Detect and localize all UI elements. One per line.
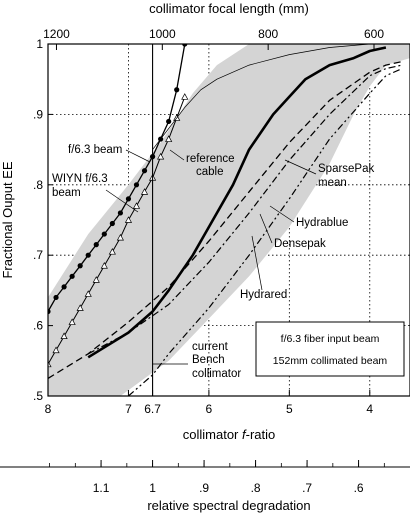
annotation-layer: f/6.3 beam WIYN f/6.3 beam reference cab… [52,144,375,380]
anno-hydrablue: Hydrablue [296,217,348,229]
spectral-tick-label-3: .8 [251,481,261,495]
point-wiyn-f-6-3-beam-9 [116,233,124,241]
x-tick-label-2: 6.7 [144,402,161,416]
point-wiyn-f-6-3-beam-4 [76,304,84,311]
y-tick-label-5: 1 [36,37,43,51]
top-tick-label-3: 600 [364,27,384,41]
anno-f63-beam: f/6.3 beam [68,144,122,156]
point-f-6-3-beam-8 [109,220,115,227]
point-wiyn-f-6-3-beam-6 [92,276,100,283]
point-f-6-3-beam-16 [174,87,180,93]
anno-sparsepak-line2: mean [318,177,347,189]
leader-reference [169,149,185,161]
point-f-6-3-beam-3 [69,273,75,279]
x-tick-label-1: 7 [125,402,132,416]
x-tick-label-4: 5 [286,402,293,416]
axes-layer: .5 .6 .7 .8 .9 1 8 7 6.7 6 5 4 1200 1000 800 600 1.1 1 .9.… [0,27,410,495]
x-axis-title-suffix: -ratio [246,427,276,442]
anno-reference-line1: reference [186,153,235,165]
spectral-tick-label-5: .6 [354,481,364,495]
series-line-hydrablue [48,60,403,379]
series-line-reference-cable [152,44,410,150]
top-tick-label-0: 1200 [43,27,70,41]
point-f-6-3-beam-1 [53,294,59,301]
y-axis-title: Fractional Ouput EE [0,161,15,278]
point-wiyn-f-6-3-beam-3 [68,318,76,325]
anno-bench-line3: collimator [192,368,241,380]
series-line-sparsepak-mean [87,46,387,359]
point-f-6-3-beam-12 [141,168,148,174]
y-tick-label-4: .9 [33,107,43,121]
legend-box: f/6.3 fiber input beam 152mm collimated … [255,321,405,377]
point-wiyn-f-6-3-beam-1 [52,346,60,354]
point-wiyn-f-6-3-beam-0 [48,360,52,368]
point-wiyn-f-6-3-beam-12 [140,188,149,195]
x-tick-label-3: 6 [206,402,213,416]
point-wiyn-f-6-3-beam-2 [60,332,68,340]
point-wiyn-f-6-3-beam-11 [132,202,141,209]
bottom-axis-title: relative spectral degradation [147,498,310,513]
point-wiyn-f-6-3-beam-7 [100,262,108,269]
point-f-6-3-beam-6 [93,242,99,248]
spectral-tick-label-4: .7 [302,481,312,495]
point-f-6-3-beam-9 [117,210,123,216]
point-wiyn-f-6-3-beam-8 [108,247,116,255]
x-axis-title: collimator f-ratio [183,427,276,442]
leader-f63-beam [125,149,151,163]
anno-reference-line2: cable [196,166,224,178]
leader-lines [105,149,317,365]
top-tick-label-2: 800 [258,27,278,41]
leader-sparsepak [284,159,317,175]
legend-line1: f/6.3 fiber input beam [281,333,380,345]
y-tick-label-3: .8 [33,178,43,192]
x-tick-label-0: 8 [45,402,52,416]
spectral-tick-label-2: .9 [199,481,209,495]
top-axis-title: collimator focal length (mm) [149,1,309,16]
point-f-6-3-beam-4 [77,263,83,269]
anno-densepak: Densepak [274,238,326,250]
anno-bench-line1: current [192,341,229,353]
top-tick-label-1: 1000 [149,27,176,41]
point-f-6-3-beam-15 [166,118,172,125]
point-f-6-3-beam-5 [85,252,91,258]
anno-wiyn-line2: beam [52,187,81,199]
legend-frame [255,321,405,377]
point-wiyn-f-6-3-beam-14 [157,152,165,160]
x-axis-title-prefix: collimator [183,427,242,442]
leader-hydrablue [269,205,295,223]
leader-wiyn [105,189,139,213]
legend-line2: 152mm collimated beam [273,355,388,367]
x-tick-label-5: 4 [366,402,373,416]
leader-densepak [259,213,273,244]
leader-hydrared [251,235,263,291]
point-wiyn-f-6-3-beam-15 [165,135,173,142]
y-tick-label-0: .5 [33,389,43,403]
shaded-band [48,44,410,396]
band-layer [48,44,410,396]
series-line-densepak [87,64,403,355]
x-axis-title-italic: f [242,427,247,442]
y-tick-label-1: .6 [33,319,43,333]
point-f-6-3-beam-11 [133,182,140,188]
spectral-tick-label-0: 1.1 [93,481,110,495]
anno-sparsepak-line1: SparsePak [318,163,375,175]
plot-frame [47,43,410,397]
anno-wiyn-line1: WIYN f/6.3 [52,173,108,185]
point-wiyn-f-6-3-beam-10 [124,216,133,223]
point-f-6-3-beam-2 [61,284,67,290]
point-f-6-3-beam-17 [182,44,188,47]
point-wiyn-f-6-3-beam-5 [84,290,92,297]
point-f-6-3-beam-7 [101,231,107,237]
spectral-tick-label-1: 1 [149,481,156,495]
point-wiyn-f-6-3-beam-17 [181,93,189,100]
point-f-6-3-beam-10 [125,196,132,202]
anno-hydrared: Hydrared [240,289,287,301]
y-tick-label-2: .7 [33,248,43,262]
anno-bench-line2: Bench [192,354,225,366]
point-f-6-3-beam-0 [48,308,51,315]
